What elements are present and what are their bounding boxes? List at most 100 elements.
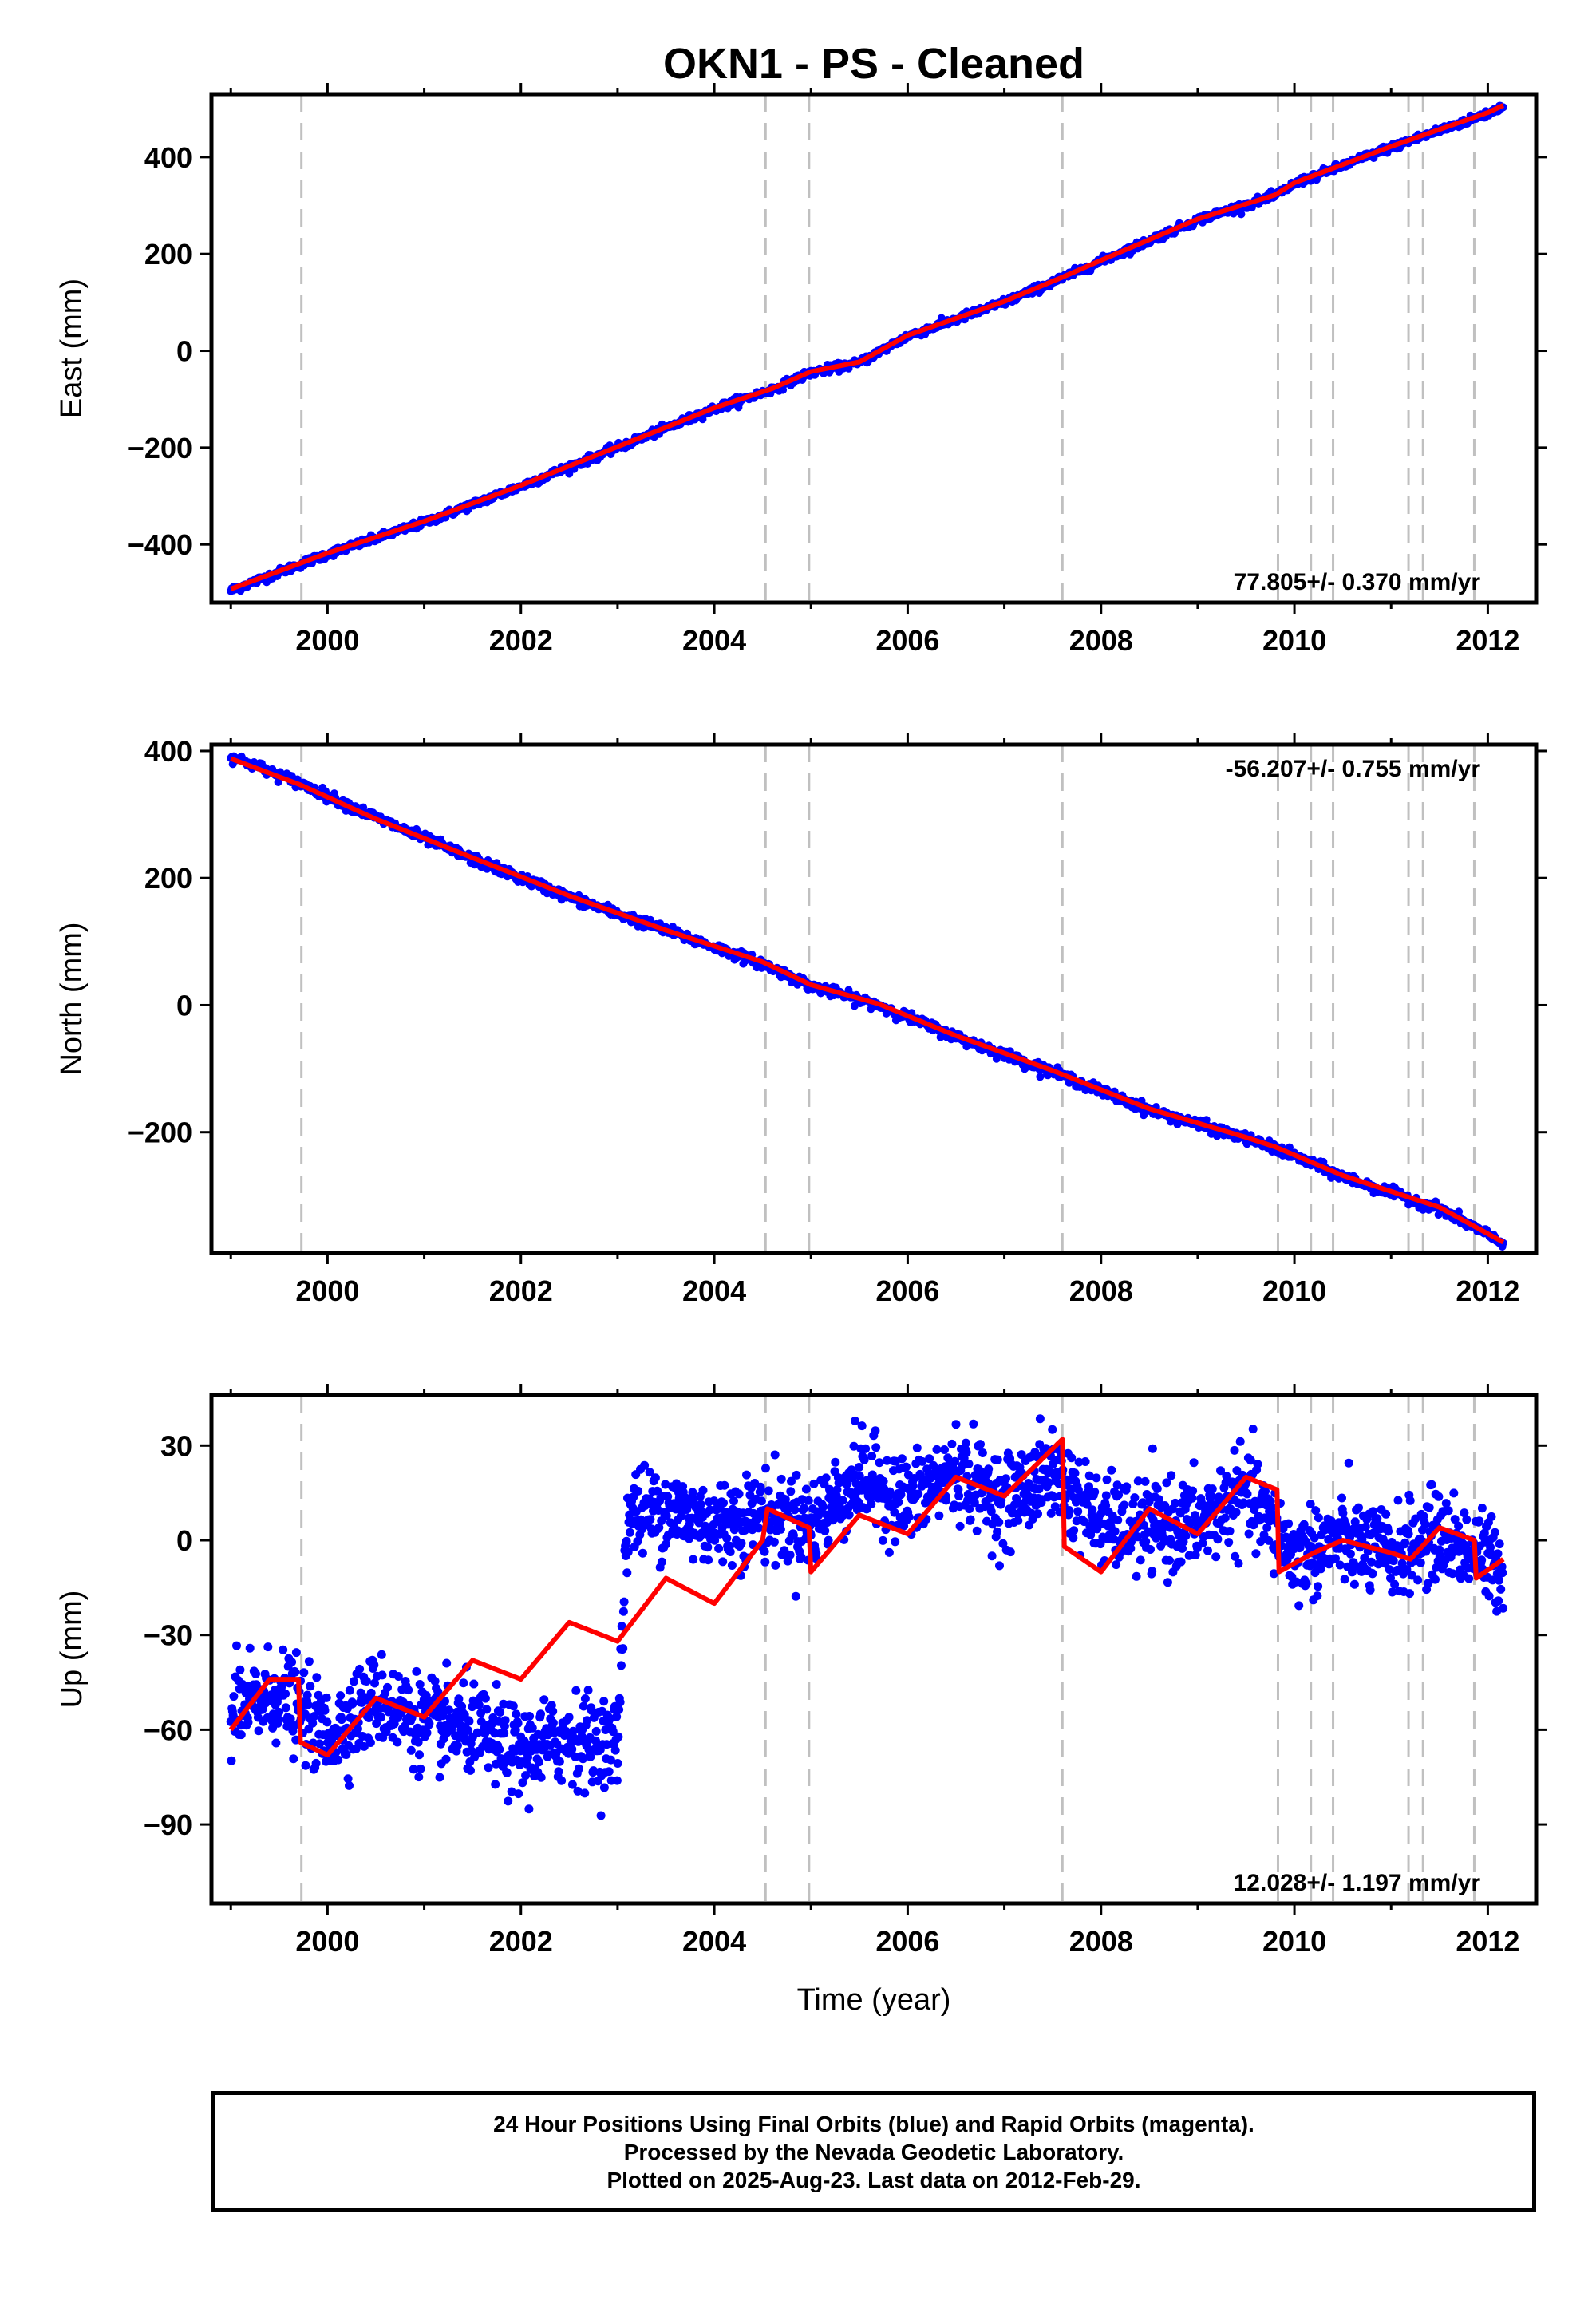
data-point (1065, 1506, 1074, 1515)
data-point (1441, 1499, 1451, 1508)
data-point (274, 778, 282, 786)
data-point (495, 1745, 504, 1754)
data-point (824, 1535, 833, 1545)
data-point (348, 1699, 358, 1709)
data-point (1080, 1457, 1090, 1466)
data-point (1461, 1541, 1471, 1551)
data-point (867, 1452, 877, 1460)
data-point (275, 1707, 284, 1717)
data-point (1130, 1493, 1140, 1503)
data-point (377, 1650, 386, 1659)
data-point (416, 1764, 425, 1773)
data-point (502, 1768, 512, 1777)
data-point (1132, 1571, 1141, 1581)
data-point (1295, 1543, 1305, 1552)
data-point (1407, 1571, 1416, 1580)
data-point (618, 1607, 628, 1616)
data-point (993, 1527, 1002, 1536)
data-point (336, 1691, 346, 1701)
data-point (1340, 1575, 1349, 1584)
data-point (1113, 1516, 1123, 1525)
data-point (312, 1673, 322, 1682)
data-point (934, 1511, 944, 1520)
data-point (734, 1489, 744, 1499)
data-point (725, 1547, 735, 1556)
data-point (792, 1470, 801, 1480)
data-point (320, 1705, 330, 1715)
data-point (1405, 1496, 1415, 1505)
data-point (1231, 1551, 1240, 1561)
data-point (613, 1759, 622, 1768)
data-point (1001, 1474, 1010, 1484)
data-point (1148, 1567, 1157, 1576)
data-point (757, 1496, 766, 1506)
data-point (1495, 1575, 1503, 1585)
data-point (1160, 1501, 1170, 1510)
data-point (1350, 1517, 1360, 1527)
data-point (409, 1765, 418, 1774)
data-point (619, 1597, 629, 1607)
data-point (1253, 1460, 1262, 1469)
data-point (1386, 1573, 1395, 1583)
data-point (1242, 1489, 1252, 1499)
data-point (492, 1680, 501, 1689)
data-point (908, 1481, 918, 1491)
data-point (536, 1709, 545, 1719)
data-point (1487, 1512, 1496, 1521)
data-point (785, 1550, 795, 1559)
data-point (1316, 1564, 1325, 1574)
data-point (661, 1480, 670, 1489)
data-point (890, 1508, 899, 1517)
data-point (689, 1555, 698, 1564)
data-point (832, 1485, 842, 1495)
data-point (1176, 1557, 1186, 1567)
data-point (727, 1561, 737, 1570)
data-point (902, 1462, 911, 1472)
data-point (1402, 1565, 1412, 1575)
data-point (1112, 1560, 1121, 1570)
data-point (1069, 1526, 1079, 1535)
data-point (466, 1765, 475, 1775)
data-point (1405, 1589, 1414, 1599)
data-point (904, 1512, 914, 1522)
data-point (433, 1687, 443, 1697)
data-point (1067, 1453, 1077, 1463)
data-point (995, 1561, 1004, 1571)
data-point (393, 1672, 403, 1681)
data-point (703, 1543, 713, 1552)
data-point (896, 1490, 906, 1500)
data-point (861, 1444, 871, 1453)
data-point (1493, 1549, 1503, 1559)
data-point (984, 1464, 994, 1474)
data-point (1069, 1533, 1078, 1543)
data-point (1249, 1520, 1258, 1530)
plot-frame (209, 92, 1539, 605)
data-point (704, 1555, 713, 1565)
data-point (1498, 1568, 1507, 1578)
x-tick-label: 2000 (295, 1275, 359, 1307)
data-point (425, 1719, 434, 1729)
data-point (557, 1776, 567, 1785)
data-point (994, 1517, 1004, 1527)
data-point (618, 1644, 628, 1654)
data-point (812, 1549, 821, 1558)
data-point (484, 1763, 493, 1773)
data-point (719, 1498, 728, 1508)
data-point (776, 1474, 786, 1484)
data-point (508, 1701, 518, 1711)
data-point (254, 1726, 263, 1736)
data-point (771, 1560, 780, 1570)
data-point (612, 1712, 622, 1721)
data-point (742, 1470, 751, 1480)
data-point (1222, 1472, 1231, 1480)
data-point (1490, 1528, 1499, 1537)
data-point (606, 1755, 615, 1765)
data-point (1163, 1578, 1172, 1587)
data-point (345, 1780, 354, 1790)
data-point (365, 1738, 375, 1747)
y-tick-label: 200 (144, 238, 192, 271)
data-point (787, 1476, 796, 1486)
data-point (821, 1473, 831, 1483)
data-point (1444, 1506, 1453, 1516)
data-point (1464, 1574, 1474, 1583)
